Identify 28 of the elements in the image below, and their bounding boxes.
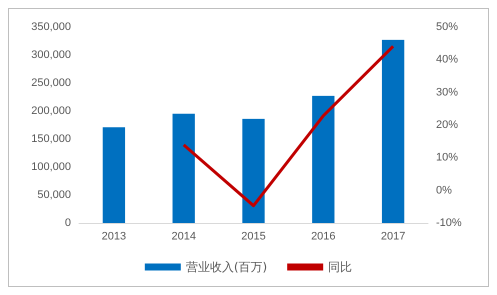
bar <box>102 127 126 223</box>
bar <box>382 40 404 223</box>
y-tick-label: 350,000 <box>31 21 71 33</box>
legend-label: 营业收入(百万) <box>186 260 268 274</box>
x-tick-label: 2014 <box>171 230 196 242</box>
y-tick-label: 200,000 <box>31 105 71 117</box>
y2-tick-label: 50% <box>436 21 458 33</box>
y2-tick-label: 0% <box>436 184 452 196</box>
y-tick-label: 0 <box>64 217 71 229</box>
x-tick-label: 2015 <box>241 230 266 242</box>
y2-tick-label: -10% <box>436 217 462 229</box>
line-series <box>182 44 395 208</box>
bar <box>242 118 265 223</box>
y-tick-label: 250,000 <box>31 77 71 89</box>
y2-tick-label: 30% <box>436 86 458 98</box>
x-tick-label: 2017 <box>380 230 406 242</box>
y2-tick-label: 10% <box>436 152 458 164</box>
bar <box>312 96 334 223</box>
x-tick-label: 2013 <box>102 230 126 242</box>
y-tick-label: 100,000 <box>31 161 71 173</box>
y-tick-label: 300,000 <box>31 49 71 61</box>
x-tick-label: 2016 <box>311 230 336 242</box>
y2-tick-label: 40% <box>436 54 458 66</box>
y-tick-label: 150,000 <box>31 133 71 145</box>
y-tick-label: 50,000 <box>37 189 71 201</box>
y2-tick-label: 20% <box>436 119 458 131</box>
legend-label: 同比 <box>328 260 352 274</box>
bar <box>172 114 195 223</box>
